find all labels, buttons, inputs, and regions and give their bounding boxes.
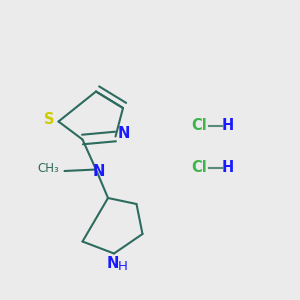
Text: Cl: Cl bbox=[192, 160, 207, 175]
Text: Cl: Cl bbox=[192, 118, 207, 134]
Text: S: S bbox=[44, 112, 54, 128]
Text: N: N bbox=[118, 126, 130, 141]
Text: CH₃: CH₃ bbox=[38, 161, 59, 175]
Text: N: N bbox=[106, 256, 119, 272]
Text: H: H bbox=[118, 260, 128, 273]
Text: H: H bbox=[222, 118, 234, 134]
Text: N: N bbox=[93, 164, 105, 178]
Text: H: H bbox=[222, 160, 234, 175]
